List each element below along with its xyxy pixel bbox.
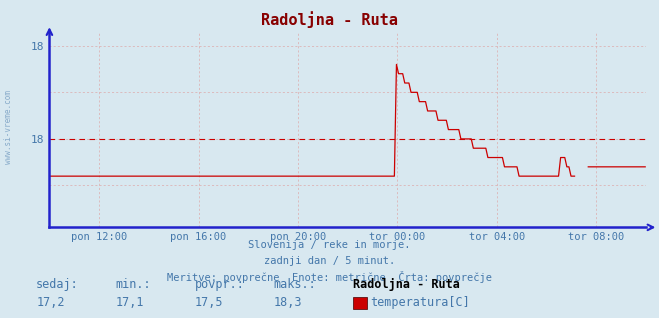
Text: temperatura[C]: temperatura[C]	[370, 296, 470, 309]
Text: Meritve: povprečne  Enote: metrične  Črta: povprečje: Meritve: povprečne Enote: metrične Črta:…	[167, 271, 492, 283]
Text: Radoljna - Ruta: Radoljna - Ruta	[261, 11, 398, 28]
Text: min.:: min.:	[115, 278, 151, 291]
Text: Radoljna - Ruta: Radoljna - Ruta	[353, 278, 459, 291]
Text: 17,5: 17,5	[194, 296, 223, 309]
Text: www.si-vreme.com: www.si-vreme.com	[4, 90, 13, 164]
Text: maks.:: maks.:	[273, 278, 316, 291]
Text: povpr.:: povpr.:	[194, 278, 244, 291]
Text: 17,1: 17,1	[115, 296, 144, 309]
Text: Slovenija / reke in morje.: Slovenija / reke in morje.	[248, 240, 411, 250]
Text: sedaj:: sedaj:	[36, 278, 79, 291]
Text: zadnji dan / 5 minut.: zadnji dan / 5 minut.	[264, 256, 395, 266]
Text: 17,2: 17,2	[36, 296, 65, 309]
Text: 18,3: 18,3	[273, 296, 302, 309]
